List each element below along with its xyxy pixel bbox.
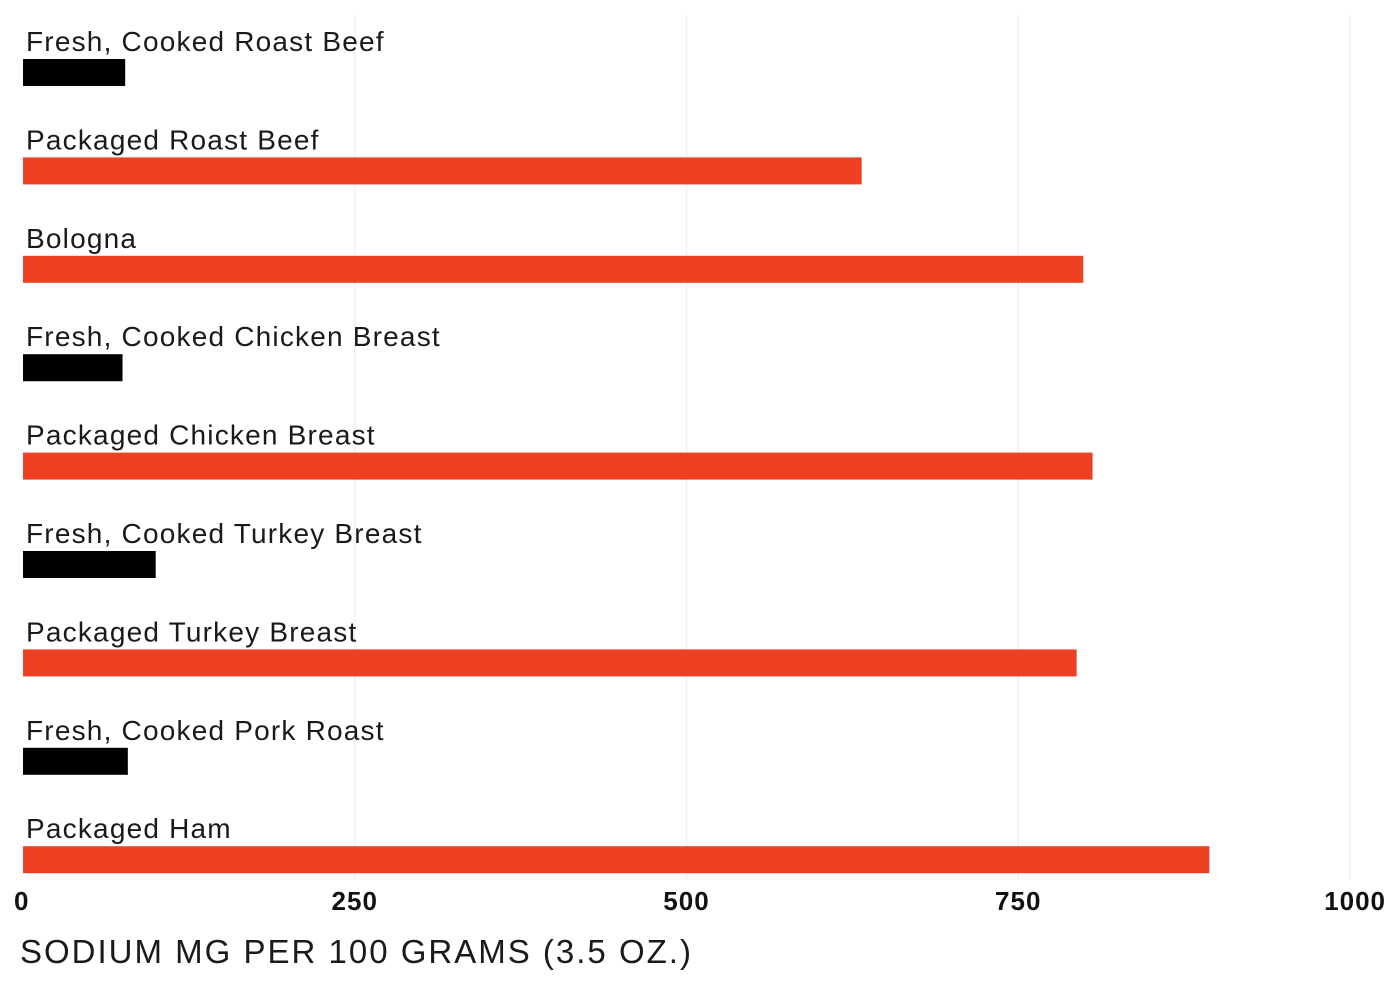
category-label: Fresh, Cooked Turkey Breast <box>26 518 423 549</box>
bar <box>23 551 156 578</box>
x-tick-label: 0 <box>14 886 29 916</box>
bar <box>23 747 128 775</box>
bar <box>23 649 1077 677</box>
category-label: Packaged Chicken Breast <box>26 420 376 451</box>
x-axis-title: SODIUM MG PER 100 GRAMS (3.5 OZ.) <box>20 933 693 970</box>
x-tick-label: 750 <box>995 886 1041 916</box>
bar <box>23 846 1210 874</box>
bars <box>23 59 1210 874</box>
x-tick-label: 1000 <box>1324 886 1386 916</box>
x-axis-ticks: 0 250 500 750 1000 <box>14 886 1386 916</box>
bar <box>23 452 1093 480</box>
category-label: Bologna <box>26 223 137 254</box>
category-label: Fresh, Cooked Chicken Breast <box>26 321 441 352</box>
bar <box>23 157 862 185</box>
x-tick-label: 500 <box>663 886 709 916</box>
category-label: Packaged Ham <box>26 813 232 844</box>
bar <box>23 354 123 382</box>
category-label: Fresh, Cooked Roast Beef <box>26 26 385 57</box>
category-label: Packaged Turkey Breast <box>26 616 357 647</box>
category-labels: Fresh, Cooked Roast Beef Packaged Roast B… <box>26 26 441 844</box>
bar <box>23 59 126 86</box>
gridlines <box>354 15 1351 880</box>
category-label: Packaged Roast Beef <box>26 124 320 155</box>
bar <box>23 255 1084 283</box>
category-label: Fresh, Cooked Pork Roast <box>26 715 385 746</box>
x-tick-label: 250 <box>332 886 378 916</box>
